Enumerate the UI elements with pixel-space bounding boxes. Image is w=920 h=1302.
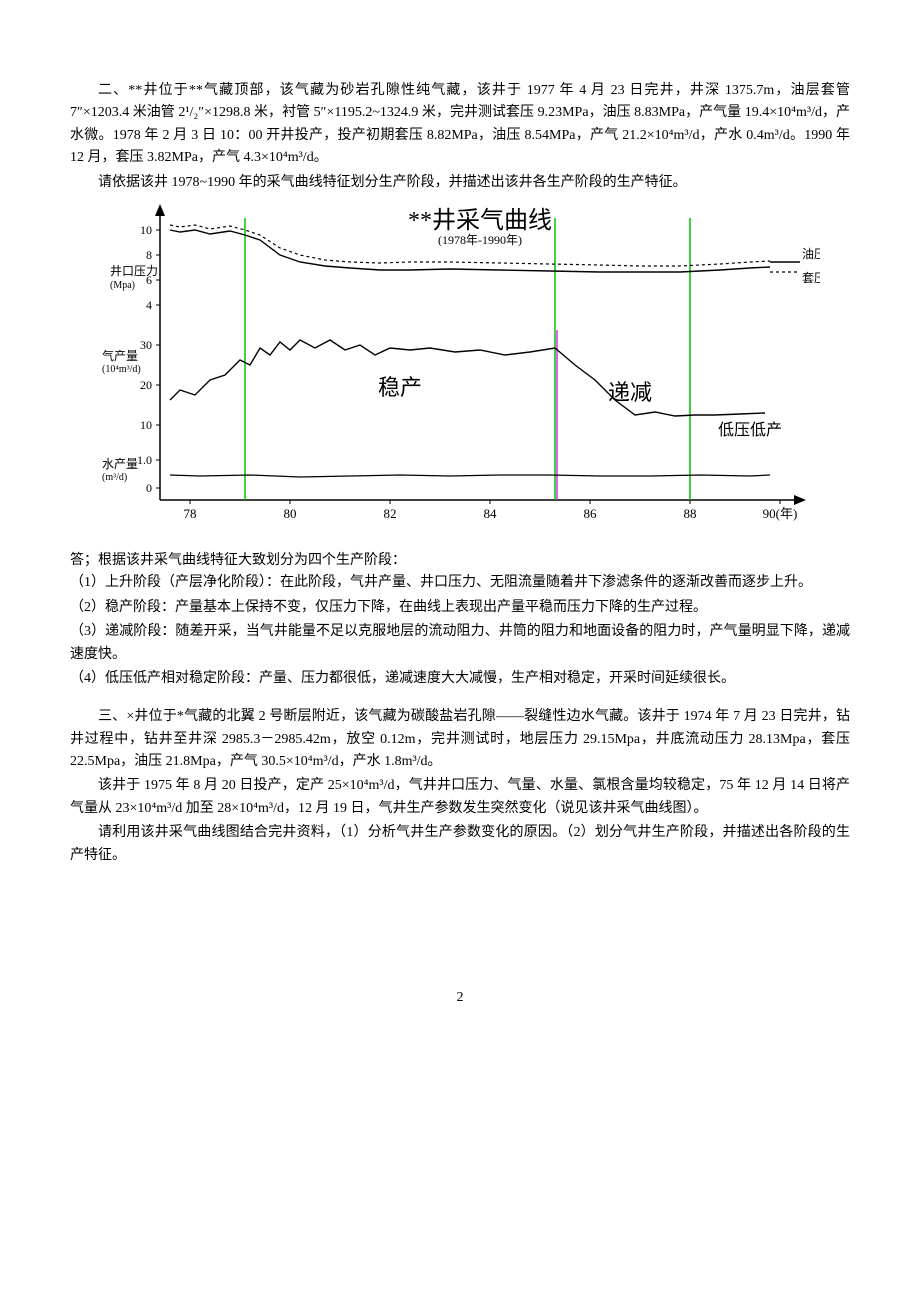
svg-text:10: 10 <box>140 223 152 237</box>
svg-text:(10⁴m³/d): (10⁴m³/d) <box>102 364 141 375</box>
svg-text:递减: 递减 <box>608 380 652 405</box>
svg-text:(Mpa): (Mpa) <box>110 280 135 291</box>
paragraph-q2-ask: 请依据该井 1978~1990 年的采气曲线特征划分生产阶段，并描述出该井各生产… <box>70 172 850 194</box>
svg-text:88: 88 <box>684 506 697 521</box>
svg-text:8: 8 <box>146 248 152 262</box>
svg-text:84: 84 <box>484 506 498 521</box>
svg-text:82: 82 <box>384 506 397 521</box>
svg-text:套压: 套压 <box>802 271 820 285</box>
svg-text:78: 78 <box>184 506 197 521</box>
svg-text:(m³/d): (m³/d) <box>102 472 127 483</box>
answer-heading: 答；根据该井采气曲线特征大致划分为四个生产阶段： <box>70 550 850 572</box>
svg-text:10: 10 <box>140 418 152 432</box>
svg-text:4: 4 <box>146 298 152 312</box>
paragraph-q3-ask: 请利用该井采气曲线图结合完井资料，（1）分析气井生产参数变化的原因。（2）划分气… <box>70 822 850 867</box>
svg-text:0: 0 <box>146 481 152 495</box>
answer-item-4: （4）低压低产相对稳定阶段：产量、压力都很低，递减速度大大减慢，生产相对稳定，开… <box>70 668 850 690</box>
answer-item-1: （1）上升阶段（产层净化阶段）：在此阶段，气井产量、井口压力、无阻流量随着井下渗… <box>70 572 850 594</box>
svg-text:气产量: 气产量 <box>102 348 138 363</box>
svg-text:90(年): 90(年) <box>763 506 798 521</box>
svg-text:**井采气曲线: **井采气曲线 <box>408 207 552 234</box>
svg-text:86: 86 <box>584 506 598 521</box>
paragraph-q3-detail: 该井于 1975 年 8 月 20 日投产，定产 25×10⁴m³/d，气井井口… <box>70 775 850 820</box>
svg-text:80: 80 <box>284 506 297 521</box>
svg-text:低压低产: 低压低产 <box>718 421 782 439</box>
svg-text:水产量: 水产量 <box>102 457 138 471</box>
gas-production-chart: **井采气曲线(1978年-1990年) 10 86 4 井口压力 (Mpa) 30 20 10… <box>100 200 820 540</box>
svg-text:20: 20 <box>140 378 152 392</box>
svg-text:稳产: 稳产 <box>378 375 422 400</box>
svg-text:30: 30 <box>140 338 152 352</box>
svg-text:井口压力: 井口压力 <box>110 264 158 278</box>
paragraph-q2-intro: 二、**井位于**气藏顶部，该气藏为砂岩孔隙性纯气藏，该井于 1977 年 4 … <box>70 80 850 170</box>
paragraph-q3-intro: 三、×井位于*气藏的北翼 2 号断层附近，该气藏为碳酸盐岩孔隙——裂缝性边水气藏… <box>70 706 850 773</box>
page-number: 2 <box>70 987 850 1009</box>
svg-text:1.0: 1.0 <box>137 453 152 467</box>
svg-text:(1978年-1990年): (1978年-1990年) <box>438 233 522 247</box>
answer-item-3: （3）递减阶段：随差开采，当气井能量不足以克服地层的流动阻力、井筒的阻力和地面设… <box>70 621 850 666</box>
svg-text:油压: 油压 <box>802 247 820 261</box>
answer-item-2: （2）稳产阶段：产量基本上保持不变，仅压力下降，在曲线上表现出产量平稳而压力下降… <box>70 597 850 619</box>
chart-container: **井采气曲线(1978年-1990年) 10 86 4 井口压力 (Mpa) 30 20 10… <box>70 200 850 540</box>
